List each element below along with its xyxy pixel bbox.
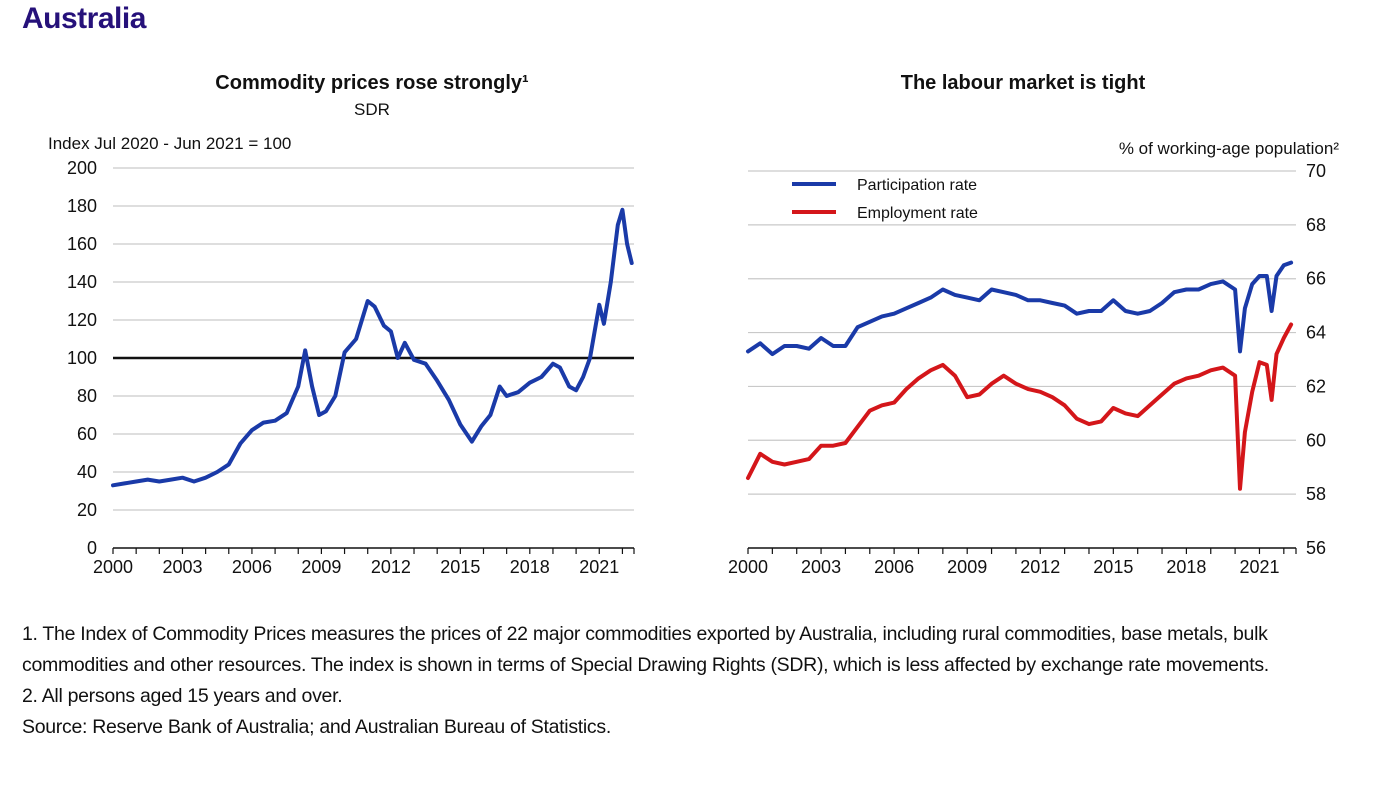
y-tick-label: 68 (1306, 215, 1326, 235)
y-tick-label: 180 (67, 196, 97, 216)
y-tick-label: 60 (77, 424, 97, 444)
x-tick-label: 2012 (1020, 557, 1060, 577)
x-tick-label: 2000 (728, 557, 768, 577)
page-title: Australia (22, 2, 146, 35)
y-tick-label: 60 (1306, 430, 1326, 450)
right-chart-title: The labour market is tight (900, 72, 1146, 94)
x-tick-label: 2015 (440, 557, 480, 577)
y-tick-label: 64 (1306, 323, 1326, 343)
legend-label: Participation rate (857, 177, 977, 194)
series-line-employment-rate (746, 322, 1294, 491)
x-tick-label: 2009 (947, 557, 987, 577)
y-tick-label: 66 (1306, 269, 1326, 289)
y-tick-label: 20 (77, 500, 97, 520)
x-tick-label: 2021 (1239, 557, 1279, 577)
x-tick-label: 2003 (801, 557, 841, 577)
left-chart-title: Commodity prices rose strongly¹ (215, 72, 529, 94)
x-tick-label: 2018 (510, 557, 550, 577)
x-tick-label: 2006 (232, 557, 272, 577)
y-tick-label: 160 (67, 234, 97, 254)
series-line-index-of-commodity-prices (111, 207, 634, 488)
source-note: Source: Reserve Bank of Australia; and A… (22, 716, 611, 738)
footnote-2: 2. All persons aged 15 years and over. (22, 685, 343, 707)
footnotes: 1. The Index of Commodity Prices measure… (22, 619, 1372, 743)
y-tick-label: 80 (77, 386, 97, 406)
charts-canvas: 0 20 40 60 80 100 120 140 160 180 200 2000 2003 2006 2… (67, 158, 1326, 577)
y-tick-label: 40 (77, 462, 97, 482)
y-tick-label: 200 (67, 158, 97, 178)
x-tick-label: 2009 (301, 557, 341, 577)
x-tick-label: 2018 (1166, 557, 1206, 577)
x-tick-label: 2021 (579, 557, 619, 577)
x-tick-label: 2000 (93, 557, 133, 577)
x-tick-label: 2006 (874, 557, 914, 577)
legend-label: Employment rate (857, 205, 978, 222)
y-tick-label: 0 (87, 538, 97, 558)
x-tick-label: 2012 (371, 557, 411, 577)
series-line-participation-rate (746, 260, 1294, 357)
y-tick-label: 56 (1306, 538, 1326, 558)
x-tick-label: 2015 (1093, 557, 1133, 577)
y-tick-label: 62 (1306, 376, 1326, 396)
footnote-1: 1. The Index of Commodity Prices measure… (22, 623, 1269, 676)
y-tick-label: 140 (67, 272, 97, 292)
left-chart-unit-label: Index Jul 2020 - Jun 2021 = 100 (48, 134, 292, 153)
y-tick-label: 100 (67, 348, 97, 368)
x-tick-label: 2003 (162, 557, 202, 577)
right-chart-unit-label: % of working-age population² (1118, 139, 1339, 158)
y-tick-label: 120 (67, 310, 97, 330)
y-tick-label: 70 (1306, 161, 1326, 181)
left-chart-subtitle: SDR (354, 100, 390, 119)
y-tick-label: 58 (1306, 484, 1326, 504)
